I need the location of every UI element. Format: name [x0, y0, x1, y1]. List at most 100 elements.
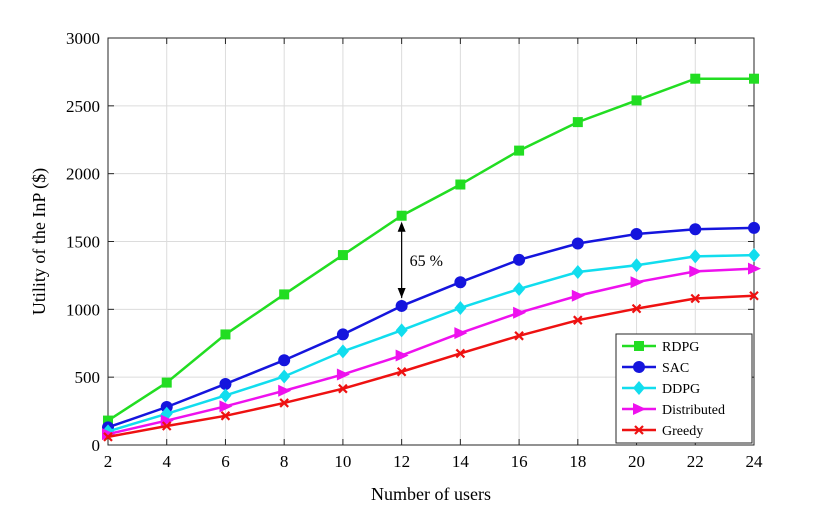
data-point-ddpg [571, 265, 584, 280]
data-point-greedy [103, 432, 113, 442]
x-marker-stroke [103, 432, 113, 442]
data-point-rdpg [690, 73, 701, 84]
x-marker-stroke [279, 398, 289, 408]
legend-swatch-marker [633, 381, 645, 395]
data-point-sac [219, 377, 232, 390]
legend-entry-greedy: Greedy [622, 424, 703, 439]
x-marker-stroke [514, 331, 524, 341]
legend-label-sac: SAC [662, 361, 689, 376]
legend-label-rdpg: RDPG [662, 340, 699, 355]
data-point-ddpg [336, 344, 349, 359]
x-marker-stroke [631, 303, 642, 314]
y-tick-label: 1500 [66, 233, 100, 252]
series-rdpg [103, 73, 759, 426]
series-line-distributed [107, 267, 755, 436]
data-point-distributed [395, 349, 409, 362]
data-point-rdpg [279, 289, 290, 300]
legend-swatch-marker [634, 425, 644, 435]
annotation-arrow-head-up [397, 221, 406, 232]
data-point-distributed [102, 428, 115, 441]
y-tick-label: 500 [75, 368, 101, 387]
data-point-ddpg [278, 369, 291, 384]
data-point-ddpg [748, 248, 760, 263]
x-tick-label: 10 [334, 452, 351, 471]
x-marker-stroke [634, 425, 644, 435]
series-line-greedy [107, 294, 755, 439]
y-tick-label: 2500 [66, 97, 100, 116]
data-point-rdpg [514, 145, 525, 156]
data-point-distributed [748, 262, 761, 275]
data-point-greedy [338, 383, 348, 394]
data-point-rdpg [572, 117, 583, 128]
data-point-greedy [690, 293, 701, 304]
data-point-rdpg [455, 179, 466, 190]
x-marker-stroke [220, 411, 231, 421]
y-tick-label: 3000 [66, 29, 100, 48]
series-line-sac [107, 226, 755, 429]
data-point-greedy [514, 331, 524, 341]
data-point-distributed [454, 327, 468, 340]
data-point-sac [571, 237, 584, 250]
data-point-distributed [278, 384, 292, 397]
series-distributed [102, 262, 761, 441]
series-line-rdpg [107, 77, 754, 422]
data-point-greedy [279, 398, 289, 408]
legend-swatch-marker [633, 361, 645, 373]
data-point-distributed [336, 368, 350, 381]
data-point-sac [689, 223, 702, 236]
x-tick-label: 22 [687, 452, 704, 471]
data-point-rdpg [220, 329, 231, 340]
data-point-distributed [571, 289, 585, 302]
legend-entry-sac: SAC [622, 361, 689, 376]
x-tick-label: 24 [746, 452, 764, 471]
data-point-ddpg [395, 323, 408, 338]
x-axis-label: Number of users [371, 484, 491, 504]
data-point-rdpg [161, 377, 172, 388]
data-point-ddpg [219, 388, 232, 403]
data-point-rdpg [631, 95, 642, 106]
x-marker-stroke [161, 421, 172, 431]
x-tick-label: 14 [452, 452, 470, 471]
data-point-greedy [573, 315, 583, 325]
x-tick-label: 8 [280, 452, 289, 471]
x-marker-stroke [396, 366, 407, 377]
legend-label-greedy: Greedy [662, 424, 703, 439]
data-point-greedy [749, 290, 759, 301]
data-point-ddpg [513, 281, 526, 296]
y-tick-label: 2000 [66, 165, 100, 184]
legend-swatch-marker [633, 403, 646, 415]
legend-swatch-marker [634, 341, 644, 351]
y-axis-label: Utility of the InP ($) [29, 168, 50, 315]
data-point-distributed [630, 276, 644, 289]
series-ddpg [102, 248, 760, 439]
x-marker-stroke [338, 383, 348, 394]
data-point-distributed [513, 306, 527, 319]
x-marker-stroke [455, 348, 466, 359]
x-marker-stroke [690, 293, 701, 304]
data-point-greedy [631, 303, 642, 314]
legend-label-distributed: Distributed [662, 403, 725, 418]
data-point-distributed [219, 400, 233, 413]
annotation: 65 % [397, 221, 443, 298]
x-marker-stroke [573, 315, 583, 325]
series-line-ddpg [107, 253, 755, 433]
y-tick-label: 0 [92, 436, 101, 455]
data-point-ddpg [454, 300, 467, 315]
data-point-greedy [161, 421, 172, 431]
x-tick-label: 20 [628, 452, 645, 471]
data-point-ddpg [689, 249, 702, 264]
data-point-rdpg [103, 415, 113, 426]
series-greedy [103, 290, 759, 442]
grid [108, 38, 754, 445]
legend-entry-ddpg: DDPG [622, 381, 700, 397]
x-tick-label: 6 [221, 452, 230, 471]
x-tick-label: 18 [569, 452, 586, 471]
data-point-rdpg [337, 250, 348, 261]
x-tick-label: 4 [162, 452, 171, 471]
x-marker-stroke [749, 290, 759, 301]
legend-entry-rdpg: RDPG [622, 340, 699, 355]
data-point-sac [748, 221, 760, 234]
axes: 2 4 6 8 10 12 14 16 18 20 22 2405001000150020002500… [29, 29, 763, 504]
data-point-rdpg [749, 73, 759, 84]
